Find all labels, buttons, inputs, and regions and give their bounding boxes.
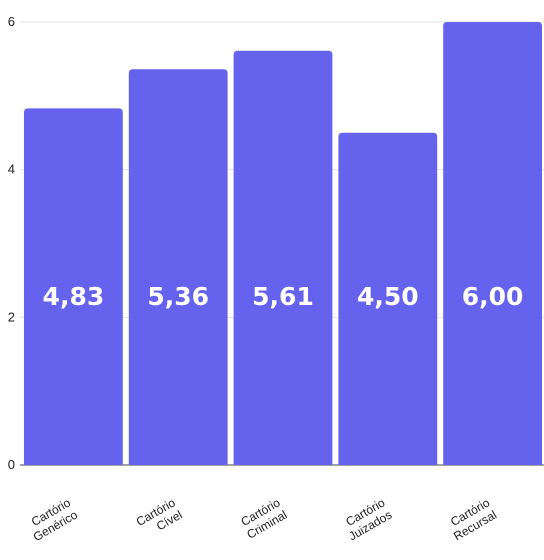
bars [24, 22, 542, 466]
bar [443, 22, 542, 465]
y-tick-label: 0 [8, 457, 15, 472]
bar [233, 50, 333, 466]
bar-value-label: 5,61 [252, 282, 314, 311]
bar [338, 132, 438, 465]
bar-value-label: 6,00 [462, 282, 524, 311]
y-axis: 0 2 4 6 [8, 14, 15, 472]
bar [24, 108, 123, 465]
bar-value-label: 5,36 [147, 282, 209, 311]
y-tick-label: 2 [8, 309, 15, 324]
bar-value-label: 4,50 [357, 282, 419, 311]
value-labels: 4,83 5,36 5,61 4,50 6,00 [43, 282, 524, 311]
y-tick-label: 6 [8, 14, 15, 29]
y-tick-label: 4 [8, 162, 15, 177]
bar-value-label: 4,83 [43, 282, 105, 311]
bar [128, 69, 228, 466]
